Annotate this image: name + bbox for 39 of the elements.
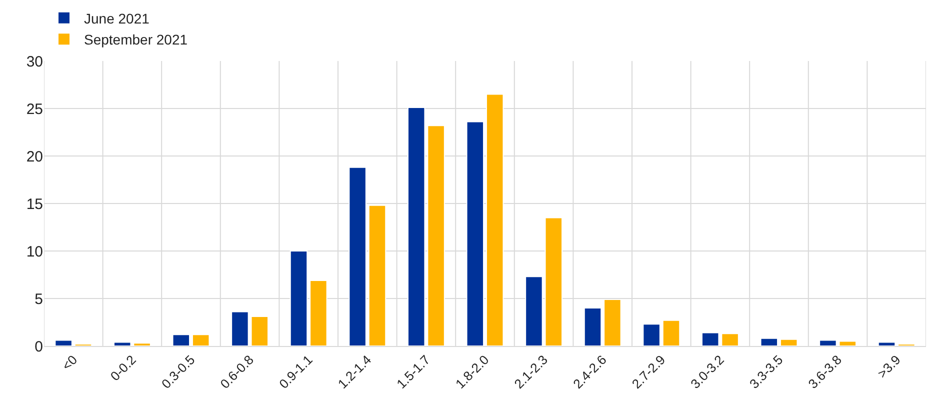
- y-tick-label: 25: [26, 100, 43, 118]
- bar: [192, 334, 210, 346]
- bar: [721, 333, 739, 346]
- y-tick-label: 5: [34, 290, 43, 308]
- bar: [838, 340, 857, 346]
- bar: [878, 342, 896, 346]
- bar: [348, 166, 366, 346]
- bar: [113, 342, 132, 346]
- bar: [642, 324, 660, 346]
- bar: [310, 280, 328, 346]
- bar: [290, 250, 308, 346]
- bar: [584, 308, 602, 346]
- y-tick-label: 20: [26, 148, 43, 166]
- bar: [760, 338, 778, 346]
- bar: [544, 217, 563, 346]
- legend-label: September 2021: [84, 32, 188, 48]
- bar: [368, 204, 386, 346]
- bar: [525, 276, 543, 346]
- y-tick-label: 0: [34, 338, 43, 356]
- bar: [133, 342, 151, 346]
- bar: [231, 311, 249, 346]
- y-tick-label: 30: [26, 53, 43, 70]
- y-tick-label: 10: [26, 243, 43, 260]
- bar: [604, 298, 622, 346]
- bar: [250, 316, 269, 346]
- y-tick-label: 15: [26, 196, 43, 213]
- bar: [172, 334, 190, 346]
- bar: [54, 340, 72, 346]
- bar: [407, 107, 426, 346]
- bar: [819, 340, 837, 346]
- bar: [701, 332, 720, 346]
- bar: [466, 121, 484, 346]
- bar: [486, 94, 504, 346]
- x-tick-label: <0: [59, 352, 80, 374]
- bar: [662, 320, 680, 346]
- x-tick-label: >3.9: [874, 352, 904, 381]
- legend-label: June 2021: [84, 10, 150, 26]
- bar: [427, 125, 445, 346]
- bar: [780, 338, 798, 346]
